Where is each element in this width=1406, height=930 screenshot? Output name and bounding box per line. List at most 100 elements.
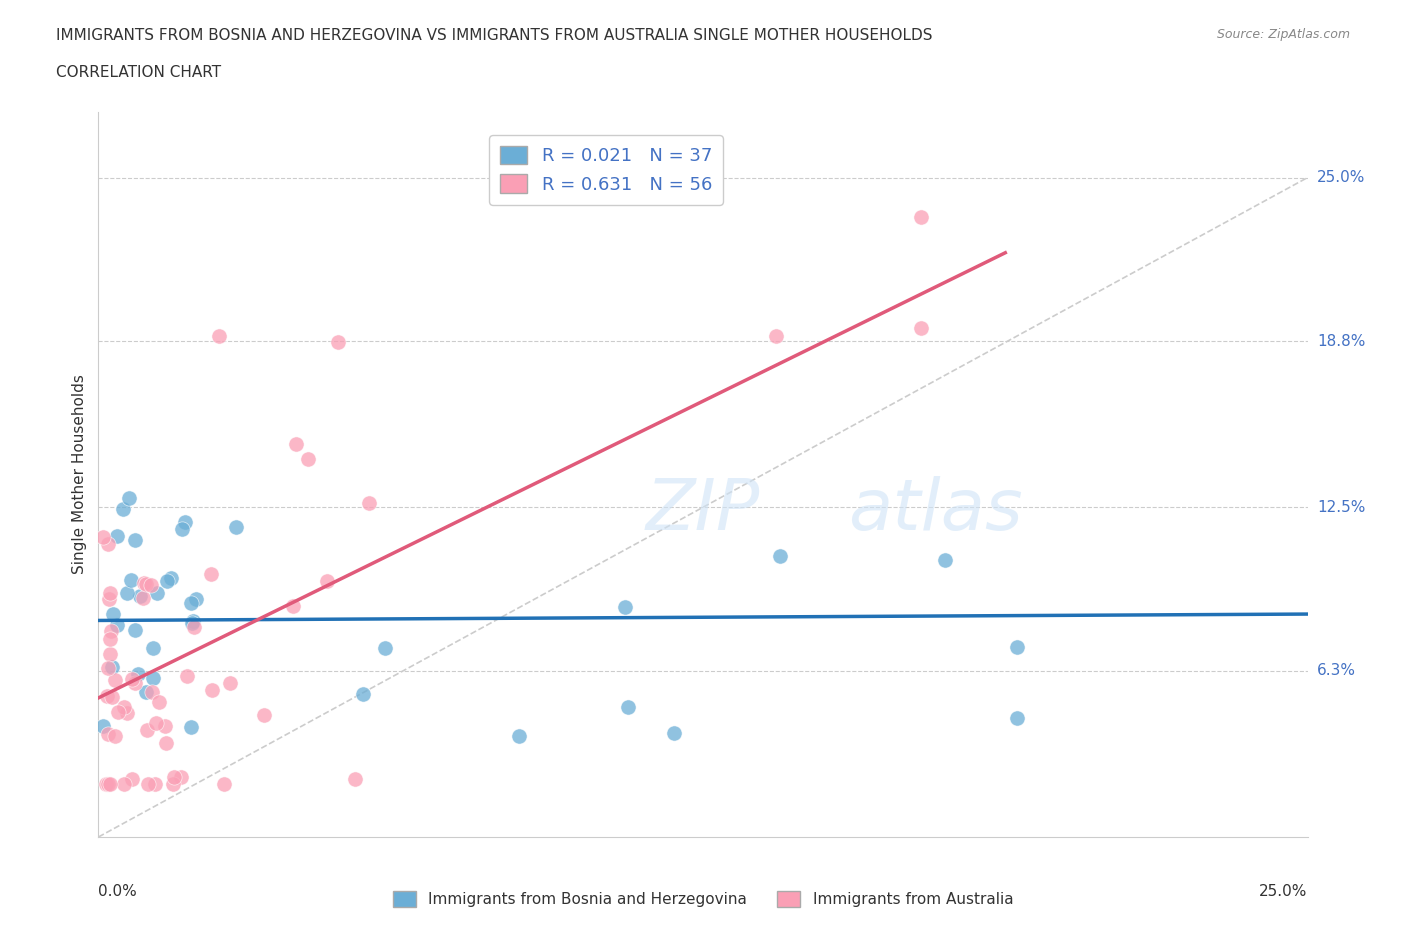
Point: [141, 684, 163, 699]
Point: [344, 772, 367, 787]
Point: [214, 777, 236, 791]
Point: [614, 600, 637, 615]
Point: [1007, 640, 1029, 655]
Point: [181, 614, 204, 629]
Text: 6.3%: 6.3%: [1317, 663, 1357, 678]
Point: [145, 586, 167, 601]
Point: [142, 641, 165, 656]
Point: [184, 591, 207, 606]
Point: [115, 586, 138, 601]
Point: [910, 209, 932, 224]
Point: [97, 537, 120, 551]
Point: [1007, 711, 1029, 725]
Point: [139, 578, 162, 592]
Point: [112, 700, 135, 715]
Point: [145, 777, 167, 791]
Text: 12.5%: 12.5%: [1317, 499, 1365, 515]
Point: [181, 616, 204, 631]
Point: [135, 684, 157, 699]
Point: [180, 596, 202, 611]
Point: [103, 729, 125, 744]
Point: [91, 719, 114, 734]
Point: [176, 669, 198, 684]
Point: [769, 549, 792, 564]
Point: [124, 675, 146, 690]
Point: [219, 675, 242, 690]
Text: ZIP: ZIP: [645, 476, 761, 545]
Point: [910, 321, 932, 336]
Point: [148, 695, 170, 710]
Point: [98, 646, 121, 661]
Point: [97, 777, 120, 791]
Point: [200, 566, 222, 581]
Point: [201, 682, 224, 697]
Point: [107, 705, 129, 720]
Point: [94, 777, 117, 791]
Text: IMMIGRANTS FROM BOSNIA AND HERZEGOVINA VS IMMIGRANTS FROM AUSTRALIA SINGLE MOTHE: IMMIGRANTS FROM BOSNIA AND HERZEGOVINA V…: [56, 28, 932, 43]
Point: [112, 777, 135, 791]
Point: [160, 571, 183, 586]
Point: [101, 606, 124, 621]
Point: [162, 777, 184, 791]
Point: [508, 728, 530, 743]
Legend: Immigrants from Bosnia and Herzegovina, Immigrants from Australia: Immigrants from Bosnia and Herzegovina, …: [387, 884, 1019, 913]
Point: [98, 777, 121, 791]
Point: [104, 673, 127, 688]
Point: [374, 641, 396, 656]
Text: 18.8%: 18.8%: [1317, 334, 1365, 349]
Point: [96, 688, 118, 703]
Point: [156, 574, 179, 589]
Point: [120, 573, 142, 588]
Point: [136, 723, 159, 737]
Point: [662, 725, 685, 740]
Point: [328, 335, 350, 350]
Point: [145, 716, 167, 731]
Point: [297, 452, 319, 467]
Point: [172, 522, 194, 537]
Point: [97, 726, 120, 741]
Point: [105, 618, 128, 633]
Point: [135, 576, 157, 591]
Point: [118, 490, 141, 505]
Point: [163, 769, 186, 784]
Point: [98, 586, 121, 601]
Point: [352, 686, 374, 701]
Point: [616, 699, 638, 714]
Text: 0.0%: 0.0%: [98, 884, 138, 899]
Text: 25.0%: 25.0%: [1260, 884, 1308, 899]
Point: [934, 552, 956, 567]
Y-axis label: Single Mother Households: Single Mother Households: [72, 375, 87, 574]
Point: [97, 660, 120, 675]
Point: [183, 619, 205, 634]
Point: [124, 623, 146, 638]
Point: [153, 719, 176, 734]
Point: [100, 631, 122, 646]
Point: [174, 515, 197, 530]
Point: [132, 575, 155, 590]
Point: [170, 769, 193, 784]
Point: [136, 777, 159, 791]
Point: [121, 771, 143, 786]
Point: [253, 708, 276, 723]
Point: [357, 496, 380, 511]
Point: [155, 736, 177, 751]
Point: [111, 501, 134, 516]
Point: [765, 328, 787, 343]
Point: [100, 624, 122, 639]
Text: CORRELATION CHART: CORRELATION CHART: [56, 65, 221, 80]
Point: [225, 520, 247, 535]
Point: [97, 591, 120, 606]
Point: [115, 706, 138, 721]
Point: [91, 530, 114, 545]
Point: [129, 589, 152, 604]
Point: [142, 671, 165, 685]
Point: [316, 573, 339, 588]
Point: [180, 720, 202, 735]
Point: [121, 671, 143, 686]
Point: [281, 599, 304, 614]
Point: [101, 689, 124, 704]
Legend: R = 0.021   N = 37, R = 0.631   N = 56: R = 0.021 N = 37, R = 0.631 N = 56: [489, 135, 723, 205]
Point: [208, 328, 231, 343]
Point: [127, 667, 149, 682]
Point: [132, 591, 155, 605]
